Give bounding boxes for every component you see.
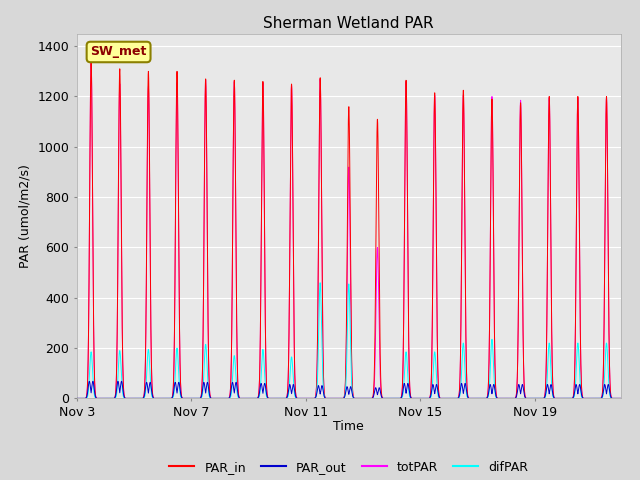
Title: Sherman Wetland PAR: Sherman Wetland PAR (264, 16, 434, 31)
Y-axis label: PAR (umol/m2/s): PAR (umol/m2/s) (19, 164, 32, 268)
X-axis label: Time: Time (333, 420, 364, 433)
Legend: PAR_in, PAR_out, totPAR, difPAR: PAR_in, PAR_out, totPAR, difPAR (164, 456, 533, 479)
Text: SW_met: SW_met (90, 46, 147, 59)
